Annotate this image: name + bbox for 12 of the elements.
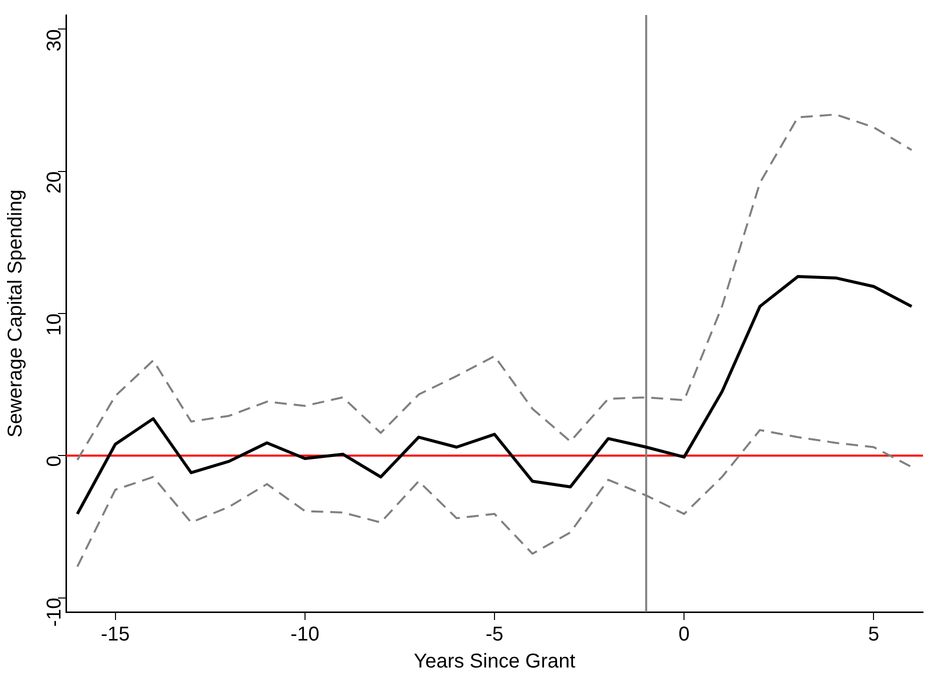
- x-axis-title: Years Since Grant: [414, 650, 576, 673]
- y-tick-label: 10: [44, 314, 66, 336]
- y-axis-title: Sewerage Capital Spending: [4, 190, 27, 438]
- y-tick-label: 0: [44, 456, 66, 467]
- y-tick-label: 30: [44, 29, 66, 52]
- x-tick-label: -10: [290, 624, 320, 646]
- x-tick-label: -15: [100, 624, 130, 646]
- x-tick-label: 0: [678, 624, 690, 646]
- y-tick-label: 20: [44, 171, 66, 194]
- y-tick-label: -10: [44, 598, 66, 627]
- x-tick-label: -5: [486, 624, 504, 646]
- x-tick-label: 5: [868, 624, 880, 646]
